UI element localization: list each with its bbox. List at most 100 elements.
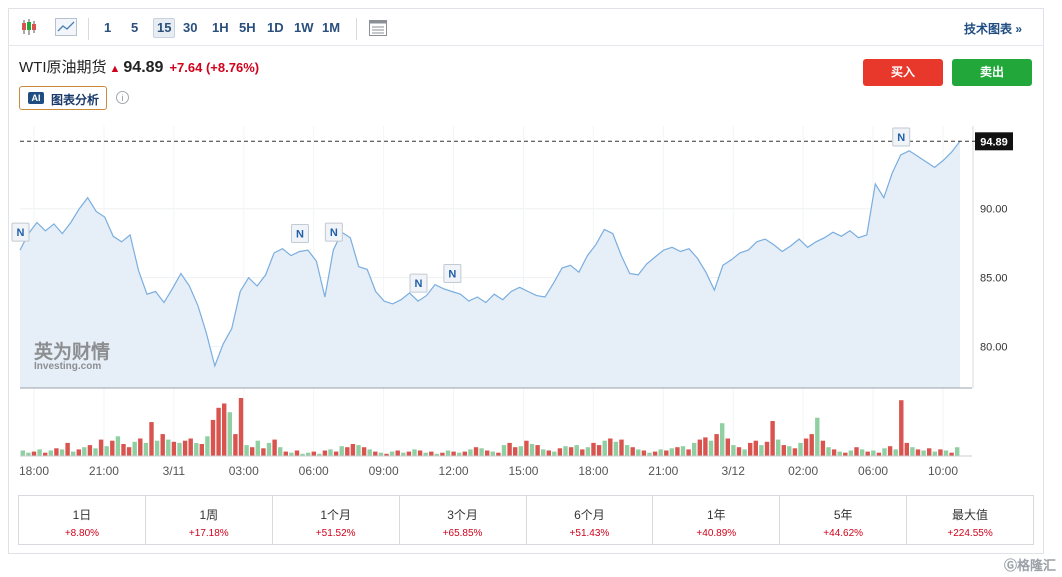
volume-bar xyxy=(669,448,674,456)
volume-bar xyxy=(949,452,954,456)
volume-bar xyxy=(731,445,736,456)
buy-button[interactable]: 买入 xyxy=(863,59,943,86)
volume-bar xyxy=(759,445,764,456)
interval-1w[interactable]: 1W xyxy=(294,20,314,35)
performance-period: 6个月 xyxy=(574,508,605,522)
up-arrow-icon: ▲ xyxy=(109,63,121,75)
volume-bar xyxy=(76,449,81,456)
y-tick-label: 80.00 xyxy=(980,342,1008,354)
volume-bar xyxy=(462,451,467,456)
volume-bar xyxy=(333,451,339,456)
news-marker-label: N xyxy=(330,227,338,239)
performance-period: 最大值 xyxy=(952,508,989,522)
performance-cell[interactable]: 最大值 +224.55% xyxy=(907,496,1033,544)
volume-bar xyxy=(110,440,115,456)
info-icon[interactable]: i xyxy=(116,91,129,104)
performance-cell[interactable]: 3个月 +65.85% xyxy=(400,496,527,544)
watermark-sub: Investing.com xyxy=(34,361,101,372)
chart-layout-icon[interactable] xyxy=(369,20,387,36)
volume-bar xyxy=(781,445,786,456)
volume-bar xyxy=(143,442,149,456)
volume-bar xyxy=(826,447,831,456)
volume-bar xyxy=(501,445,507,456)
x-tick-label: 02:00 xyxy=(788,464,818,478)
interval-5h[interactable]: 5H xyxy=(239,20,256,35)
change-percent: (+8.76%) xyxy=(205,60,260,75)
volume-bar xyxy=(871,450,876,456)
volume-bar xyxy=(513,447,518,456)
performance-cell[interactable]: 1周 +17.18% xyxy=(146,496,273,544)
volume-bar xyxy=(445,450,451,456)
interval-1[interactable]: 1 xyxy=(104,20,112,35)
interval-30[interactable]: 30 xyxy=(183,20,198,35)
volume-bar xyxy=(664,450,669,456)
area-chart-icon[interactable] xyxy=(55,18,77,36)
volume-bar xyxy=(507,442,512,456)
x-tick-label: 06:00 xyxy=(299,464,329,478)
volume-bar xyxy=(708,440,714,456)
ai-analysis-label: 图表分析 xyxy=(51,93,100,107)
volume-bar xyxy=(831,449,837,456)
volume-bar xyxy=(938,449,943,456)
chart-widget-frame xyxy=(8,8,1044,554)
news-marker xyxy=(324,222,343,242)
volume-bar xyxy=(115,436,121,456)
toolbar-separator xyxy=(88,18,89,40)
technical-chart-link[interactable]: 技术图表 » xyxy=(963,22,1022,36)
volume-bar xyxy=(177,442,182,456)
volume-bar xyxy=(367,449,372,456)
volume-bar xyxy=(261,448,266,456)
volume-bar xyxy=(776,439,781,456)
volume-bar xyxy=(742,449,747,456)
volume-bar xyxy=(529,444,535,456)
volume-bar xyxy=(585,447,591,456)
volume-bar xyxy=(680,446,686,456)
news-marker-label: N xyxy=(415,278,423,290)
performance-cell[interactable]: 1年 +40.89% xyxy=(653,496,781,544)
performance-cell[interactable]: 6个月 +51.43% xyxy=(527,496,654,544)
y-tick-label: 90.00 xyxy=(980,204,1008,216)
performance-change: +65.85% xyxy=(442,528,483,539)
volume-bar xyxy=(266,442,272,456)
performance-cell[interactable]: 5年 +44.62% xyxy=(780,496,908,544)
interval-15[interactable]: 15 xyxy=(153,18,176,38)
volume-bar xyxy=(54,448,59,456)
volume-bar xyxy=(339,446,344,456)
current-price-label: 94.89 xyxy=(980,136,1008,148)
volume-bar xyxy=(552,451,557,456)
performance-change: +40.89% xyxy=(696,528,737,539)
x-tick-label: 18:00 xyxy=(578,464,608,478)
y-tick-label: 85.00 xyxy=(980,273,1008,285)
interval-1d[interactable]: 1D xyxy=(267,20,284,35)
volume-bar xyxy=(31,451,37,456)
price-area xyxy=(20,141,960,388)
volume-bar xyxy=(182,440,188,456)
volume-bar xyxy=(406,451,412,456)
volume-bar xyxy=(412,449,417,456)
volume-bar xyxy=(792,448,798,456)
volume-bar xyxy=(98,439,104,456)
interval-1m[interactable]: 1M xyxy=(322,20,341,35)
chart-toolbar: 1 5 15 30 1H 5H 1D 1W 1M 技术图表 » xyxy=(8,8,1044,46)
performance-cell[interactable]: 1个月 +51.52% xyxy=(273,496,400,544)
x-tick-label: 15:00 xyxy=(508,464,538,478)
interval-1h[interactable]: 1H xyxy=(212,20,229,35)
ai-chart-analysis-button[interactable]: AI 图表分析 xyxy=(19,86,107,110)
volume-bar xyxy=(48,450,53,456)
volume-bar xyxy=(126,447,132,456)
x-tick-label: 18:00 xyxy=(19,464,49,478)
volume-bar xyxy=(837,451,842,456)
price-chart[interactable]: 94.89 90.00 85.00 80.00 N N N N N N 英为财情Investing.… xyxy=(0,0,1062,480)
volume-bar xyxy=(328,449,333,456)
candlestick-icon[interactable] xyxy=(20,18,38,36)
volume-bar xyxy=(882,448,887,456)
volume-bar xyxy=(580,449,585,456)
volume-bar xyxy=(955,447,960,456)
volume-bar xyxy=(518,446,523,456)
performance-cell[interactable]: 1日 +8.80% xyxy=(19,496,146,544)
volume-bar xyxy=(546,450,551,456)
interval-5[interactable]: 5 xyxy=(131,20,139,35)
volume-bar xyxy=(720,423,725,456)
sell-button[interactable]: 卖出 xyxy=(952,59,1032,86)
volume-bar xyxy=(563,446,568,456)
